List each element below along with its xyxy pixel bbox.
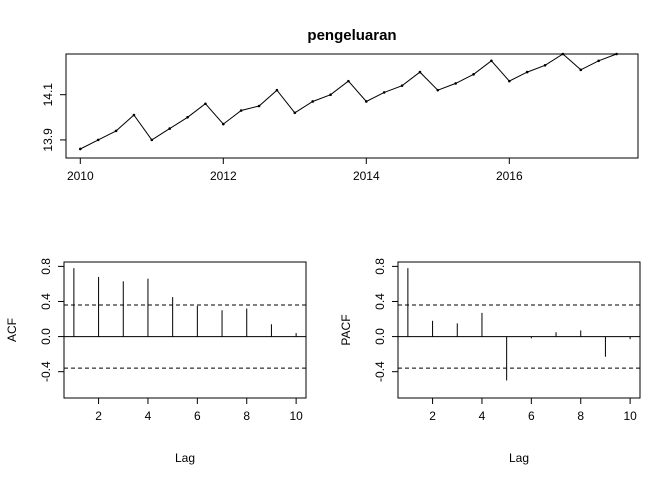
y-tick-label: 13.9 [41,128,55,152]
acf-x-axis: 2 4 6 8 10 [95,398,303,423]
data-point [436,88,440,92]
acf-y-tick-label: 0.0 [39,328,53,345]
pacf-x-axis: 2 4 6 8 10 [429,398,637,423]
data-point [311,100,314,103]
pacf-panel: 2 4 6 8 10 -0.4 0.0 0.4 0.8 Lag PACF [339,258,641,465]
data-point [597,59,600,63]
data-point [454,82,457,85]
data-point [168,127,171,130]
acf-x-tick-label: 8 [243,409,250,423]
x-tick-label: 2010 [67,169,94,183]
acf-frame [63,261,307,399]
acf-y-tick-label: 0.8 [39,258,53,275]
data-point [132,113,136,117]
time-series-panel: pengeluaran 2010 2012 2014 2016 13.9 14.1 [41,27,639,183]
acf-x-tick-label: 2 [95,409,102,423]
chart-title: pengeluaran [307,27,396,44]
pacf-y-axis: -0.4 0.0 0.4 0.8 [373,258,398,382]
data-point [150,138,154,142]
acf-x-tick-label: 4 [145,409,152,423]
acf-y-axis: -0.4 0.0 0.4 0.8 [39,258,64,382]
pacf-x-tick-label: 10 [623,409,637,423]
pacf-x-tick-label: 2 [429,409,436,423]
pacf-x-tick-label: 8 [577,409,584,423]
data-point [275,88,279,92]
acf-panel: 2 4 6 8 10 -0.4 0.0 0.4 0.8 Lag ACF [5,258,307,465]
x-axis: 2010 2012 2014 2016 [67,158,523,183]
pacf-x-tick-label: 6 [528,409,535,423]
pacf-frame [397,261,641,399]
pacf-y-tick-label: 0.0 [373,328,387,345]
y-axis: 13.9 14.1 [41,83,66,152]
pacf-x-label: Lag [509,451,529,465]
data-point [472,73,475,76]
data-point [615,52,618,56]
data-point [418,70,422,74]
acf-x-label: Lag [175,451,195,465]
data-point [561,52,565,56]
data-point [239,109,243,112]
acf-x-tick-label: 10 [289,409,303,423]
data-point [579,68,583,72]
data-point [96,138,100,142]
pacf-y-label: PACF [339,314,353,345]
data-point [382,91,386,94]
pacf-y-tick-label: -0.4 [373,361,387,382]
data-point [525,70,529,74]
data-point [543,64,547,67]
data-point [490,59,493,63]
acf-x-tick-label: 6 [194,409,201,423]
data-point [329,93,332,96]
data-point [257,104,261,108]
time-series-frame [65,53,639,159]
data-point [186,116,189,119]
acf-y-tick-label: -0.4 [39,361,53,382]
pacf-x-tick-label: 4 [479,409,486,423]
data-point [347,79,350,83]
data-point [114,129,118,133]
data-point [365,100,368,103]
y-tick-label: 14.1 [41,83,55,107]
pacf-marks [398,268,640,381]
x-tick-label: 2012 [210,169,237,183]
data-point [508,79,511,83]
x-tick-label: 2014 [353,169,380,183]
data-point [293,111,297,115]
pacf-y-tick-label: 0.8 [373,258,387,275]
x-tick-label: 2016 [496,169,523,183]
acf-marks [64,268,306,369]
pacf-y-tick-label: 0.4 [373,293,387,310]
acf-y-label: ACF [5,318,19,342]
series-line [80,53,617,150]
data-point [204,102,207,106]
data-point [400,84,404,87]
data-point [222,122,225,126]
acf-y-tick-label: 0.4 [39,293,53,310]
data-point [79,147,82,151]
series-pengeluaran [79,52,618,151]
